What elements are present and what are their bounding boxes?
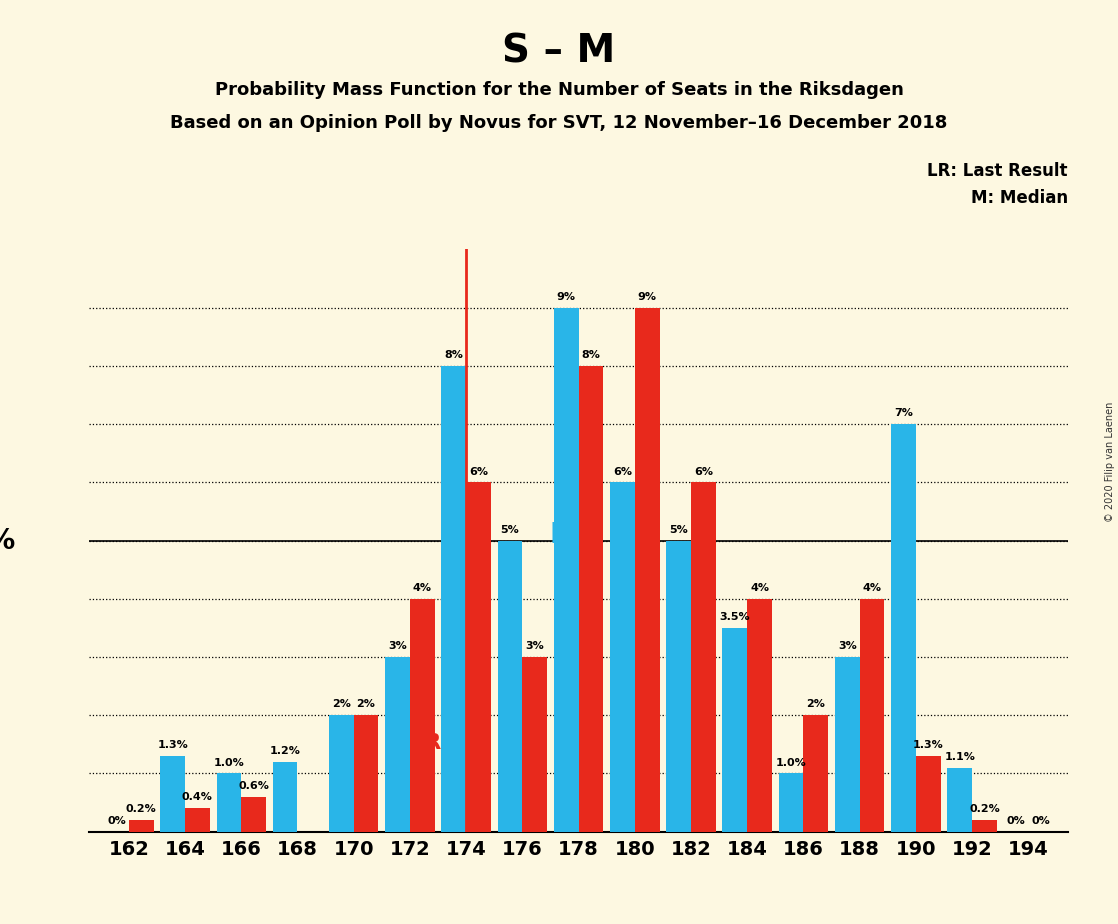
Bar [779, 773, 804, 832]
Text: 9%: 9% [557, 292, 576, 302]
Bar [835, 657, 860, 832]
Bar [973, 820, 997, 832]
Text: 0%: 0% [1031, 816, 1050, 826]
Bar [442, 366, 466, 832]
Text: 0%: 0% [107, 816, 126, 826]
Text: 3%: 3% [837, 641, 856, 651]
Bar [916, 756, 940, 832]
Text: 0%: 0% [1006, 816, 1025, 826]
Text: 0.4%: 0.4% [182, 793, 212, 802]
Text: 7%: 7% [894, 408, 913, 419]
Text: 5%: 5% [0, 527, 16, 554]
Text: 1.3%: 1.3% [913, 740, 944, 750]
Bar [860, 599, 884, 832]
Text: 1.2%: 1.2% [269, 746, 301, 756]
Bar [353, 715, 378, 832]
Text: M: Median: M: Median [970, 189, 1068, 207]
Text: LR: LR [413, 733, 442, 753]
Text: 3.5%: 3.5% [720, 612, 750, 622]
Text: 4%: 4% [413, 583, 432, 593]
Text: 5%: 5% [501, 525, 520, 535]
Bar [273, 761, 297, 832]
Text: 6%: 6% [694, 467, 713, 477]
Text: 3%: 3% [388, 641, 407, 651]
Bar [329, 715, 353, 832]
Bar [666, 541, 691, 832]
Text: 2%: 2% [357, 699, 376, 710]
Text: 2%: 2% [332, 699, 351, 710]
Bar [891, 424, 916, 832]
Bar [747, 599, 771, 832]
Bar [722, 628, 747, 832]
Bar [184, 808, 210, 832]
Bar [635, 308, 660, 832]
Text: 3%: 3% [525, 641, 544, 651]
Bar [129, 820, 153, 832]
Text: 1.3%: 1.3% [158, 740, 188, 750]
Text: 0.2%: 0.2% [969, 804, 999, 814]
Text: 0.6%: 0.6% [238, 781, 269, 791]
Bar [160, 756, 184, 832]
Bar [410, 599, 435, 832]
Text: 8%: 8% [581, 350, 600, 360]
Text: 1.0%: 1.0% [214, 758, 244, 768]
Text: 4%: 4% [863, 583, 881, 593]
Bar [804, 715, 828, 832]
Bar [498, 541, 522, 832]
Bar [522, 657, 547, 832]
Text: © 2020 Filip van Laenen: © 2020 Filip van Laenen [1106, 402, 1115, 522]
Text: 6%: 6% [613, 467, 632, 477]
Text: 5%: 5% [670, 525, 688, 535]
Text: S – M: S – M [502, 32, 616, 70]
Bar [691, 482, 716, 832]
Text: LR: Last Result: LR: Last Result [927, 162, 1068, 179]
Bar [241, 796, 266, 832]
Text: Probability Mass Function for the Number of Seats in the Riksdagen: Probability Mass Function for the Number… [215, 81, 903, 99]
Text: 1.1%: 1.1% [945, 752, 975, 761]
Text: 1.0%: 1.0% [776, 758, 806, 768]
Bar [579, 366, 604, 832]
Text: 2%: 2% [806, 699, 825, 710]
Text: 9%: 9% [637, 292, 656, 302]
Bar [947, 768, 973, 832]
Bar [386, 657, 410, 832]
Text: 4%: 4% [750, 583, 769, 593]
Text: 6%: 6% [468, 467, 487, 477]
Text: Based on an Opinion Poll by Novus for SVT, 12 November–16 December 2018: Based on an Opinion Poll by Novus for SV… [170, 114, 948, 131]
Bar [217, 773, 241, 832]
Text: 0.2%: 0.2% [126, 804, 157, 814]
Text: M: M [549, 521, 577, 549]
Text: 8%: 8% [444, 350, 463, 360]
Bar [466, 482, 491, 832]
Bar [553, 308, 579, 832]
Bar [610, 482, 635, 832]
